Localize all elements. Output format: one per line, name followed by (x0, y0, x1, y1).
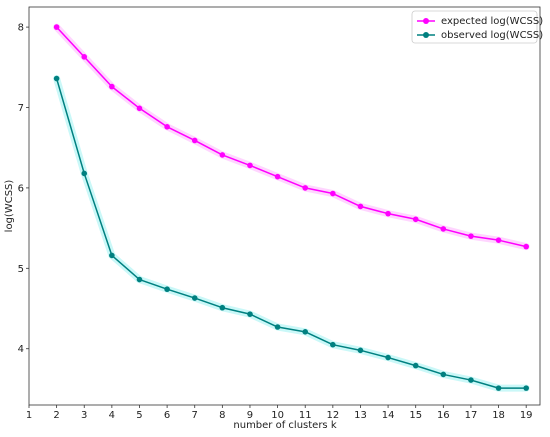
x-tick-label-4: 4 (109, 410, 115, 421)
point-expected-k12 (330, 190, 336, 197)
point-observed-k17 (468, 377, 474, 383)
point-expected-k19 (523, 243, 529, 250)
point-observed-k13 (357, 347, 364, 354)
x-tick-label-8: 8 (219, 410, 225, 421)
x-tick-label-16: 16 (437, 410, 450, 421)
point-expected-k10 (274, 173, 281, 180)
x-tick-label-1: 1 (26, 410, 32, 421)
point-observed-k7 (191, 295, 198, 301)
x-tick-label-19: 19 (520, 410, 533, 421)
point-expected-k18 (495, 237, 502, 243)
y-tick-label-6: 6 (18, 183, 24, 194)
point-observed-k16 (440, 371, 447, 378)
point-observed-k9 (247, 311, 253, 317)
point-observed-k12 (330, 341, 336, 348)
x-tick-label-5: 5 (136, 410, 142, 421)
point-expected-k16 (440, 226, 447, 232)
legend: expected log(WCSS) observed log(WCSS) (411, 10, 543, 44)
x-tick-label-2: 2 (53, 410, 59, 421)
x-tick-label-7: 7 (192, 410, 198, 421)
point-observed-k19 (523, 385, 529, 391)
legend-label-observed: observed log(WCSS) (441, 30, 543, 41)
point-observed-k5 (136, 276, 143, 283)
x-tick-label-10: 10 (271, 410, 284, 421)
x-axis-ticks: 1 2 3 4 5 6 7 8 9 10 11 12 13 14 15 16 17 18 19 (26, 405, 533, 421)
point-expected-k3 (81, 54, 88, 60)
point-observed-k6 (164, 286, 170, 293)
y-axis-ticks: 4 5 6 7 8 (18, 23, 29, 355)
x-axis-label: number of clusters k (233, 420, 336, 431)
point-expected-k6 (164, 124, 170, 130)
plot-area (28, 6, 541, 406)
point-observed-k8 (219, 304, 226, 311)
legend-marker-observed (423, 32, 429, 38)
x-tick-label-3: 3 (81, 410, 87, 421)
y-tick-label-5: 5 (18, 264, 24, 275)
point-expected-k15 (412, 216, 419, 223)
point-expected-k11 (302, 185, 309, 191)
line-expected (56, 26, 527, 248)
series-lines (55, 26, 527, 389)
point-expected-k9 (247, 162, 253, 169)
point-observed-k14 (385, 354, 391, 361)
x-tick-label-14: 14 (382, 410, 395, 421)
x-tick-label-17: 17 (465, 410, 478, 421)
x-tick-label-13: 13 (354, 410, 367, 421)
y-axis-label: log(WCSS) (4, 180, 15, 233)
y-tick-label-4: 4 (18, 344, 24, 355)
x-tick-label-15: 15 (409, 410, 422, 421)
point-expected-k14 (385, 210, 391, 217)
point-expected-k8 (219, 152, 226, 158)
y-tick-label-7: 7 (18, 103, 24, 114)
x-tick-label-18: 18 (492, 410, 505, 421)
line-observed (55, 78, 527, 389)
point-observed-k2 (53, 75, 60, 82)
point-observed-k11 (302, 329, 309, 335)
y-tick-label-8: 8 (18, 23, 24, 34)
x-tick-label-11: 11 (299, 410, 312, 421)
point-expected-k7 (191, 137, 198, 144)
point-expected-k4 (109, 83, 115, 90)
point-expected-k13 (357, 203, 364, 210)
point-observed-k4 (109, 252, 115, 259)
legend-box (411, 10, 538, 44)
x-tick-label-6: 6 (164, 410, 170, 421)
point-observed-k3 (81, 170, 88, 177)
point-observed-k10 (274, 324, 281, 330)
x-tick-label-12: 12 (326, 410, 339, 421)
point-expected-k5 (136, 105, 143, 112)
legend-marker-expected (423, 18, 429, 24)
point-expected-k2 (53, 24, 60, 30)
point-observed-k15 (412, 362, 419, 369)
x-tick-label-9: 9 (247, 410, 253, 421)
point-observed-k18 (495, 385, 502, 391)
point-expected-k17 (468, 233, 474, 239)
legend-label-expected: expected log(WCSS) (441, 16, 543, 27)
series-points (53, 24, 529, 391)
